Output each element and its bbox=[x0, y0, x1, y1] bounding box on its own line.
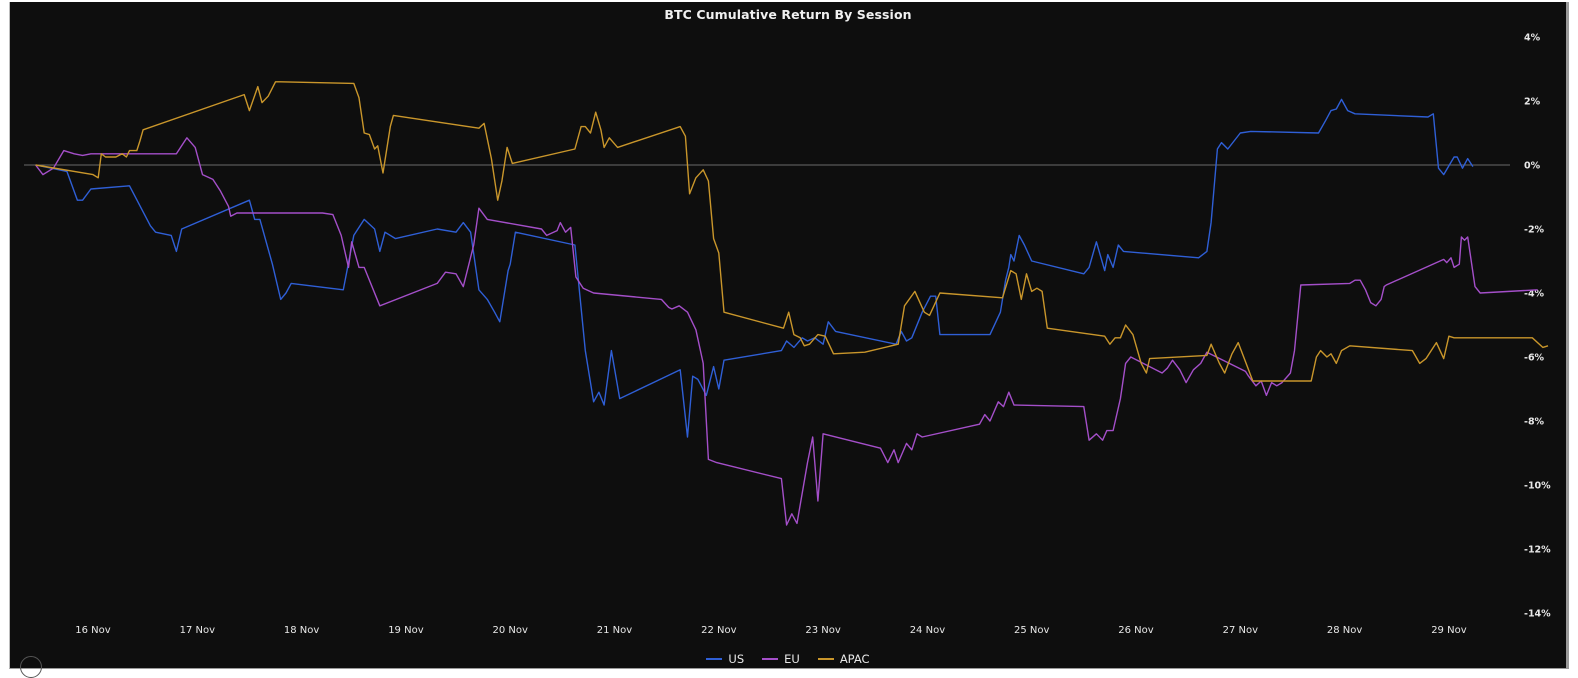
x-tick-label: 17 Nov bbox=[180, 625, 216, 636]
x-tick-label: 23 Nov bbox=[805, 625, 841, 636]
y-tick-label: 4% bbox=[1524, 33, 1541, 44]
chart-title: BTC Cumulative Return By Session bbox=[664, 7, 912, 22]
x-tick-label: 19 Nov bbox=[388, 625, 424, 636]
legend-swatch bbox=[817, 658, 834, 660]
x-tick-label: 26 Nov bbox=[1118, 625, 1154, 636]
x-tick-label: 29 Nov bbox=[1431, 625, 1467, 636]
legend-swatch bbox=[762, 658, 779, 660]
y-tick-label: -12% bbox=[1524, 545, 1551, 556]
x-tick-label: 27 Nov bbox=[1223, 625, 1259, 636]
chart-panel: BTC Cumulative Return By Session 4% 2% 0% -… bbox=[9, 2, 1569, 678]
legend-label: APAC bbox=[839, 652, 870, 666]
series-line-apac bbox=[35, 81, 1549, 382]
x-tick-label: 24 Nov bbox=[910, 625, 946, 636]
x-tick-label: 22 Nov bbox=[701, 625, 737, 636]
x-tick-label: 18 Nov bbox=[284, 625, 320, 636]
y-tick-label: -14% bbox=[1524, 609, 1551, 620]
legend-item-eu[interactable]: EU bbox=[762, 652, 800, 666]
y-tick-label: -2% bbox=[1524, 225, 1545, 236]
y-tick-label: -4% bbox=[1524, 289, 1545, 300]
x-tick-label: 28 Nov bbox=[1327, 625, 1363, 636]
x-tick-label: 16 Nov bbox=[75, 625, 111, 636]
legend-item-apac[interactable]: APAC bbox=[817, 652, 870, 666]
x-tick-label: 21 Nov bbox=[597, 625, 633, 636]
y-tick-label: -6% bbox=[1524, 353, 1545, 364]
series-line-eu bbox=[35, 137, 1538, 526]
y-tick-label: 0% bbox=[1524, 161, 1541, 172]
x-tick-label: 25 Nov bbox=[1014, 625, 1050, 636]
legend-label: EU bbox=[784, 652, 800, 666]
chart-legend: US EU APAC bbox=[10, 652, 1566, 666]
x-tick-label: 20 Nov bbox=[492, 625, 528, 636]
y-tick-label: -8% bbox=[1524, 417, 1545, 428]
legend-swatch bbox=[706, 658, 723, 660]
legend-label: US bbox=[728, 652, 745, 666]
line-chart-plot: 4% 2% 0% -2% -4% -6% -8% -10% -12% -14% 16 Nov 17 N… bbox=[24, 33, 1551, 636]
series-line-us bbox=[35, 98, 1474, 438]
legend-item-us[interactable]: US bbox=[706, 652, 744, 666]
y-tick-label: 2% bbox=[1524, 97, 1541, 108]
info-circle-icon bbox=[20, 656, 42, 678]
y-tick-label: -10% bbox=[1524, 481, 1551, 492]
